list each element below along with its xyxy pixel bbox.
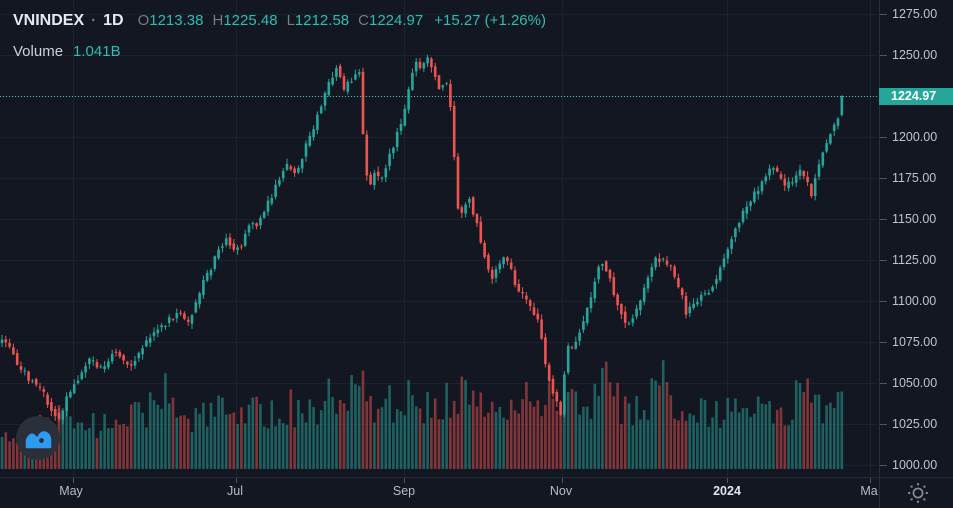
price-axis-label: 1050.00 — [892, 376, 938, 390]
volume-label[interactable]: Volume — [13, 43, 64, 60]
interval-value[interactable]: 1D — [103, 12, 124, 29]
price-axis-label: 1125.00 — [892, 253, 937, 267]
high-letter: H — [212, 12, 224, 29]
price-axis[interactable]: 1275.001250.001225.001200.001175.001150.… — [879, 0, 953, 477]
time-axis-label-jul: Jul — [227, 484, 243, 498]
separator-dot: · — [91, 12, 97, 29]
close-letter: C — [358, 12, 369, 29]
symbol-watermark-logo — [16, 416, 60, 460]
price-axis-label: 1200.00 — [892, 130, 938, 144]
symbol-name[interactable]: VNINDEX — [13, 12, 85, 29]
price-axis-tick — [880, 260, 887, 261]
time-axis-label-may: May — [59, 484, 83, 498]
low-letter: L — [286, 12, 295, 29]
price-axis-tick — [880, 301, 887, 302]
time-axis-tick — [236, 478, 237, 483]
open-letter: O — [137, 12, 150, 29]
price-axis-tick — [880, 465, 887, 466]
volume-value: 1.041B — [73, 43, 121, 60]
time-axis-label-2024: 2024 — [713, 484, 741, 498]
close-pair: C1224.97 — [358, 12, 423, 29]
time-axis-label-ma: Ma — [860, 484, 878, 498]
price-axis-tick — [880, 178, 887, 179]
close-value: 1224.97 — [368, 12, 424, 29]
change-value: +15.27 (+1.26%) — [434, 12, 546, 29]
current-price-label: 1224.97 — [879, 88, 953, 105]
price-axis-label: 1250.00 — [892, 48, 938, 62]
price-axis-tick — [880, 219, 887, 220]
time-axis[interactable]: May Jul Sep Nov 2024 Ma — [0, 477, 879, 508]
high-pair: H1225.48 — [212, 12, 277, 29]
time-axis-tick — [870, 478, 871, 483]
time-axis-tick — [73, 478, 74, 483]
price-axis-label: 1175.00 — [892, 171, 937, 185]
price-axis-tick — [880, 424, 887, 425]
price-axis-label: 1100.00 — [892, 294, 937, 308]
price-axis-tick — [880, 14, 887, 15]
axis-settings-corner — [879, 477, 953, 508]
symbol-legend: VNINDEX · 1D O1213.38 H1225.48 L1212.58 … — [13, 12, 546, 60]
low-value: 1212.58 — [294, 12, 350, 29]
volume-row: Volume 1.041B — [13, 43, 546, 60]
price-axis-label: 1275.00 — [892, 7, 938, 21]
price-axis-tick — [880, 55, 887, 56]
time-axis-tick — [562, 478, 563, 483]
time-axis-tick — [404, 478, 405, 483]
price-axis-tick — [880, 383, 887, 384]
high-value: 1225.48 — [223, 12, 278, 29]
open-value: 1213.38 — [149, 12, 204, 29]
time-axis-label-nov: Nov — [549, 484, 573, 498]
time-axis-label-sep: Sep — [392, 484, 416, 498]
ohlc-row: VNINDEX · 1D O1213.38 H1225.48 L1212.58 … — [13, 12, 546, 30]
area-chart-logo-icon — [25, 431, 51, 449]
price-axis-tick — [880, 137, 887, 138]
price-axis-label: 1075.00 — [892, 335, 938, 349]
price-axis-label: 1000.00 — [892, 458, 938, 472]
price-axis-label: 1150.00 — [892, 212, 937, 226]
sun-icon[interactable] — [907, 482, 929, 504]
price-axis-tick — [880, 342, 887, 343]
time-axis-tick — [727, 478, 728, 483]
price-axis-label: 1025.00 — [892, 417, 938, 431]
low-pair: L1212.58 — [287, 12, 350, 29]
open-pair: O1213.38 — [138, 12, 204, 29]
